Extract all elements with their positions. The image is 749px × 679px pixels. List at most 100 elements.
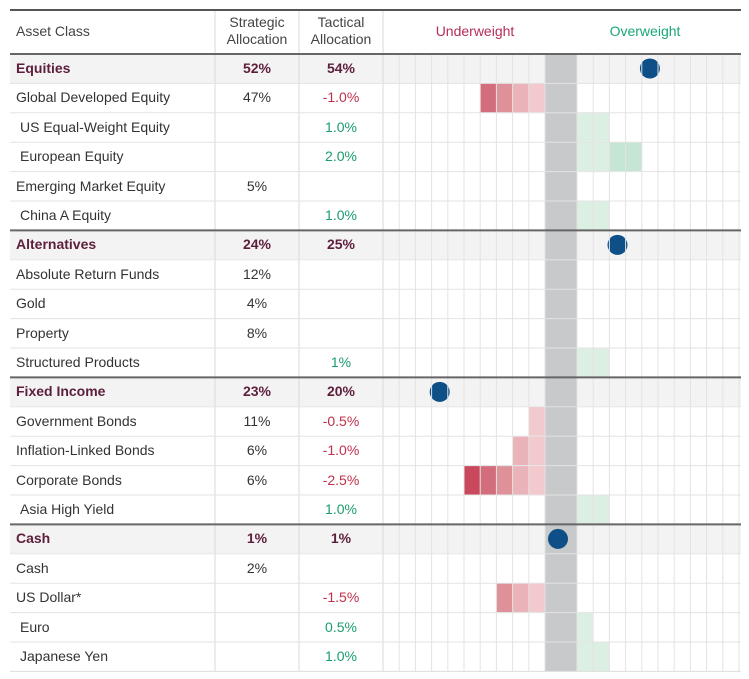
strategic-value: 5% [246,177,268,194]
asset-name: US Dollar* [16,589,82,606]
category-row: Equities 52% 54% [10,54,741,83]
overweight-cell [593,348,610,377]
overweight-cell [593,495,610,524]
table-row: China A Equity 1.0% [10,201,741,230]
tactical-value: 54% [326,60,356,76]
tactical-value: -1.0% [322,442,360,459]
strategic-value: 47% [242,89,272,106]
weight-marker [429,381,450,402]
asset-name: Government Bonds [16,412,137,429]
strategic-value: 24% [242,236,272,253]
table-row: Asia High Yield 1.0% [10,495,741,524]
tactical-value: 0.5% [325,618,357,635]
underweight-cell [480,83,497,113]
table-row: Corporate Bonds 6% -2.5% [10,466,741,495]
neutral-band [545,54,577,672]
asset-name: Japanese Yen [20,648,108,664]
underweight-cell [464,465,481,495]
overweight-cell [593,112,610,142]
table-row: Global Developed Equity 47% -1.0% [10,83,741,112]
strategic-value: 8% [246,324,268,341]
tactical-value: -0.5% [322,412,360,429]
header-strategic-line1: Strategic [229,14,285,30]
asset-name: European Equity [20,148,124,165]
strategic-value: 4% [246,295,268,312]
asset-name: Corporate Bonds [16,471,122,488]
overweight-cell [577,112,594,142]
tactical-value: 1.0% [325,207,357,223]
table-row: Government Bonds 11% -0.5% [10,407,741,436]
tactical-value: -2.5% [322,471,360,488]
underweight-cell [496,583,513,613]
underweight-cell [512,436,529,466]
category-row: Cash 1% 1% [10,524,741,554]
underweight-cell [528,406,545,436]
tactical-value: 1% [330,530,352,547]
table-row: US Dollar* -1.5% [10,583,741,612]
overweight-cell [577,142,594,172]
header-strategic: Strategic Allocation [215,14,299,48]
underweight-cell [496,83,513,113]
strategic-value: 52% [242,60,272,76]
underweight-cell [528,465,545,495]
underweight-cell [528,436,545,466]
asset-name: Absolute Return Funds [16,265,160,282]
tactical-value: 20% [326,383,356,400]
tactical-value: 2.0% [325,148,357,165]
tactical-value: 1.0% [325,648,357,664]
asset-name: Cash [16,530,51,547]
underweight-cell [480,465,497,495]
overweight-cell [593,142,610,172]
strategic-value: 6% [246,442,268,459]
tactical-value: 1% [330,354,352,370]
overweight-cell [593,201,610,230]
strategic-value: 1% [246,530,268,547]
overweight-cell [593,642,610,671]
asset-name: Inflation-Linked Bonds [16,442,155,459]
tactical-value: -1.0% [322,89,360,106]
asset-name: Asia High Yield [20,501,115,517]
table-row: Property 8% [10,319,741,348]
strategic-value: 11% [243,412,271,429]
weight-marker [548,528,568,549]
asset-name: China A Equity [20,207,112,223]
overweight-cell [609,142,626,172]
weight-marker [607,234,628,255]
asset-name: Alternatives [16,236,97,253]
header-overweight: Overweight [609,23,681,39]
underweight-cell [528,83,545,113]
underweight-cell [512,83,529,113]
overweight-cell [625,142,642,172]
table-row: Inflation-Linked Bonds 6% -1.0% [10,436,741,465]
strategic-value: 2% [246,559,268,576]
tactical-value: 1.0% [325,118,357,135]
asset-name: Property [16,324,69,341]
table-row: European Equity 2.0% [10,142,741,171]
underweight-cell [528,583,545,613]
header-tactical: Tactical Allocation [299,14,383,48]
header-underweight: Underweight [435,23,515,39]
underweight-cell [496,465,513,495]
table-row: Emerging Market Equity 5% [10,172,741,201]
overweight-cell [577,495,594,524]
asset-name: Emerging Market Equity [16,177,166,194]
asset-name: Fixed Income [16,383,106,400]
asset-name: Euro [20,618,50,635]
header-strategic-line2: Allocation [226,31,288,47]
weight-marker [639,58,660,79]
underweight-cell [512,465,529,495]
table-row: Cash 2% [10,554,741,583]
header-tactical-line1: Tactical [317,14,365,30]
overweight-cell [577,642,594,671]
tactical-value: -1.5% [322,589,360,606]
strategic-value: 12% [242,265,272,282]
overweight-cell [577,201,594,230]
asset-name: Equities [16,60,71,76]
tactical-value: 25% [326,236,356,253]
asset-name: Global Developed Equity [16,89,171,106]
overweight-cell [577,612,594,642]
table-row: Euro 0.5% [10,613,741,642]
header-asset-class: Asset Class [16,23,90,39]
table-row: Structured Products 1% [10,348,741,377]
